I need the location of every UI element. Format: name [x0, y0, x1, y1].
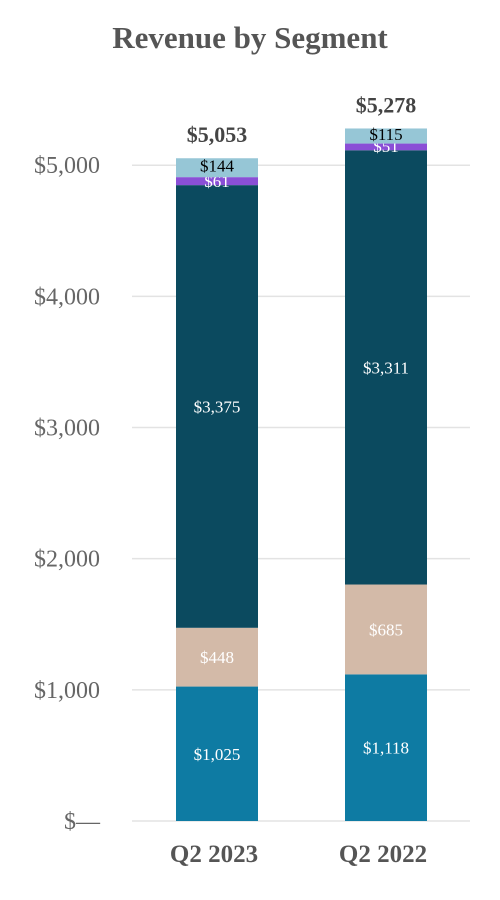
bar-segment: [345, 584, 427, 675]
y-tick-label: $5,000: [34, 153, 100, 179]
bar-segment: [176, 185, 258, 628]
x-category-label: Q2 2023: [170, 841, 258, 868]
segment-data-label: $448: [200, 648, 234, 667]
y-tick-label: $2,000: [34, 547, 100, 573]
x-axis-labels: Q2 2023 Q2 2022: [170, 841, 427, 868]
y-tick-label: $—: [64, 809, 101, 835]
bar-segment: [176, 177, 258, 186]
y-tick-label: $1,000: [34, 678, 100, 704]
bar-segment: [345, 674, 427, 821]
segment-data-label: $115: [369, 125, 402, 144]
x-category-label: Q2 2022: [339, 841, 427, 868]
segment-data-label: $1,118: [363, 739, 409, 758]
bar-segment: [345, 128, 427, 144]
segment-data-label: $685: [369, 620, 403, 639]
y-axis-ticks: $— $1,000 $2,000 $3,000 $4,000 $5,000: [34, 153, 101, 835]
segment-data-label: $144: [200, 157, 235, 176]
bar-segment: [176, 627, 258, 687]
bar-segment: [176, 158, 258, 178]
bar-total-label: $5,053: [187, 122, 248, 147]
bar-segment: [345, 143, 427, 151]
y-tick-label: $4,000: [34, 284, 100, 310]
bar-total-label: $5,278: [356, 92, 417, 117]
segment-data-label: $3,311: [363, 358, 409, 377]
bar-segment: [345, 150, 427, 585]
bar-segment: [176, 686, 258, 821]
chart-title: Revenue by Segment: [112, 20, 388, 55]
segment-data-label: $1,025: [194, 745, 241, 764]
bars: $1,025$448$3,375$61$144$5,053$1,118$685$…: [176, 92, 427, 821]
y-tick-label: $3,000: [34, 416, 100, 442]
segment-data-label: $3,375: [194, 397, 241, 416]
